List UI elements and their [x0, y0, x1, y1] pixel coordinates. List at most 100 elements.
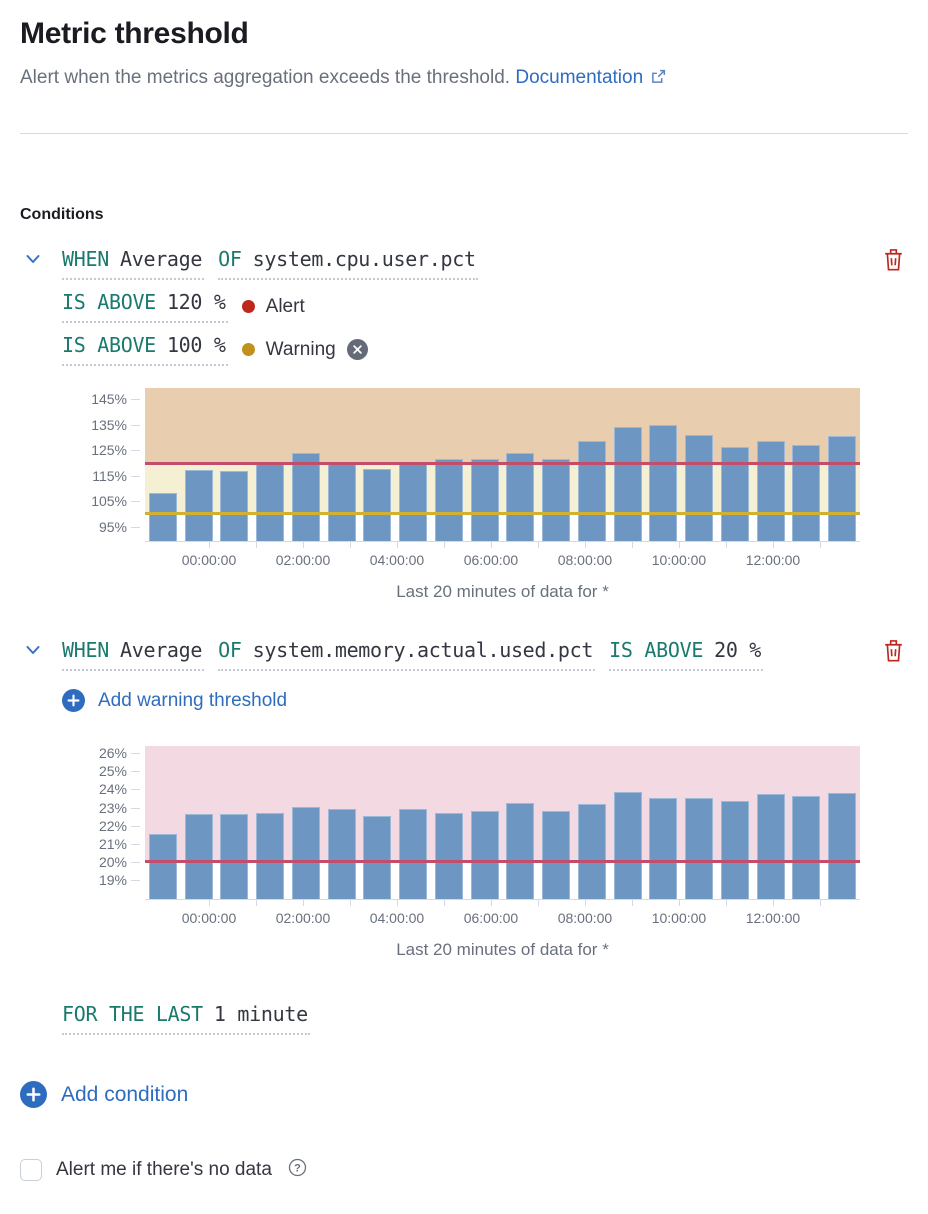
add-condition-button[interactable]: Add condition: [20, 1081, 188, 1108]
chart-bar: [649, 424, 678, 541]
warning-zone-band: [145, 462, 860, 514]
chevron-down-icon[interactable]: [20, 641, 46, 662]
metric-threshold-panel: Metric threshold Alert when the metrics …: [20, 17, 908, 1182]
x-axis-label: 08:00:00: [557, 910, 613, 926]
aggregation-value: Average: [119, 638, 203, 662]
chart-bar: [434, 812, 463, 899]
chart-bar: [792, 795, 821, 899]
remove-warning-button[interactable]: [346, 339, 368, 360]
alert-threshold-expression[interactable]: IS ABOVE 120 %: [62, 290, 228, 323]
y-axis-label: 20%: [98, 853, 127, 870]
y-axis-tick: [131, 771, 140, 773]
x-axis-tick: [772, 542, 774, 548]
x-axis-label: 02:00:00: [275, 910, 331, 926]
chart-bar: [542, 810, 571, 899]
y-axis-label: 135%: [91, 416, 127, 433]
x-axis-label: 04:00:00: [369, 552, 425, 568]
x-axis-tick: [678, 900, 680, 906]
metric-value: system.memory.actual.used.pct: [252, 638, 594, 662]
y-axis-tick: [131, 825, 140, 827]
x-axis-tick: [819, 542, 821, 548]
chart-x-axis: 00:00:00 02:00:00 04:00:00 06:00:00 08:00:00…: [145, 900, 860, 928]
delete-condition-button[interactable]: [879, 639, 908, 665]
chart-bar: [470, 810, 499, 899]
metric-expression[interactable]: OF system.memory.actual.used.pct: [218, 638, 596, 671]
y-axis-tick: [131, 526, 140, 528]
page-title: Metric threshold: [20, 17, 249, 50]
y-axis-tick: [131, 399, 140, 401]
no-data-row: Alert me if there's no data ?: [20, 1158, 908, 1182]
chevron-down-icon[interactable]: [20, 250, 46, 271]
chart-bar: [828, 792, 857, 899]
time-window-value: 1 minute: [213, 1002, 308, 1026]
x-axis-tick: [772, 900, 774, 906]
alert-threshold-value: 120 %: [166, 290, 226, 314]
x-axis-label: 06:00:00: [463, 552, 519, 568]
no-data-checkbox-label[interactable]: Alert me if there's no data: [56, 1159, 272, 1180]
add-warning-threshold-button[interactable]: Add warning threshold: [62, 689, 287, 712]
x-axis-tick: [537, 900, 539, 906]
is-above-keyword: IS ABOVE: [62, 333, 156, 357]
x-axis-tick: [584, 900, 586, 906]
x-axis-tick: [819, 900, 821, 906]
x-axis-tick: [490, 900, 492, 906]
help-question-icon[interactable]: ?: [288, 1158, 307, 1182]
chart-bar: [327, 462, 356, 541]
page-subtitle: Alert when the metrics aggregation excee…: [20, 65, 908, 93]
chart-bar: [756, 793, 785, 899]
metric-expression[interactable]: OF system.cpu.user.pct: [218, 247, 478, 280]
warning-severity-dot: [241, 343, 255, 356]
when-keyword: WHEN: [62, 247, 109, 271]
y-axis-label: 125%: [91, 442, 127, 459]
x-axis-tick: [255, 900, 257, 906]
external-link-icon: [650, 67, 667, 93]
chart-bar: [291, 452, 320, 541]
chart-bar: [148, 492, 177, 541]
x-axis-tick: [725, 542, 727, 548]
alert-severity-label: Alert: [265, 295, 305, 317]
alert-zone-band: [145, 746, 860, 862]
y-axis-tick: [131, 450, 140, 452]
of-keyword: OF: [218, 247, 242, 271]
warning-threshold-expression[interactable]: IS ABOVE 100 %: [62, 333, 228, 366]
x-axis-label: 00:00:00: [181, 552, 237, 568]
chart-bar: [685, 434, 714, 541]
documentation-link[interactable]: Documentation: [515, 67, 667, 88]
conditions-section-label: Conditions: [20, 206, 104, 223]
svg-text:?: ?: [294, 1162, 301, 1174]
y-axis-label: 21%: [98, 835, 127, 852]
x-axis-tick: [208, 900, 210, 906]
chart-caption: Last 20 minutes of data for *: [396, 940, 609, 959]
section-divider: [20, 133, 908, 134]
y-axis-label: 26%: [98, 745, 127, 762]
subtitle-text: Alert when the metrics aggregation excee…: [20, 67, 511, 88]
chart-bar: [399, 809, 428, 899]
chart-bar: [184, 470, 213, 541]
chart-bar: [506, 452, 535, 541]
x-axis-tick: [443, 542, 445, 548]
y-axis-tick: [131, 861, 140, 863]
warning-threshold-row: IS ABOVE 100 % Warning: [62, 333, 908, 366]
alert-threshold-line: [145, 860, 860, 864]
aggregation-expression[interactable]: WHEN Average: [62, 247, 205, 280]
y-axis-tick: [131, 880, 140, 882]
chart-bar: [399, 463, 428, 541]
chart-bar: [291, 807, 320, 899]
chart-bar: [256, 462, 285, 541]
aggregation-expression[interactable]: WHEN Average: [62, 638, 205, 671]
chart-bar: [756, 441, 785, 541]
chart-bar: [720, 800, 749, 899]
delete-condition-button[interactable]: [879, 248, 908, 274]
chart-bar: [220, 814, 249, 899]
chart-bar: [613, 427, 642, 541]
add-condition-label: Add condition: [61, 1082, 189, 1106]
chart-bar: [470, 458, 499, 541]
time-window-expression[interactable]: FOR THE LAST 1 minute: [62, 1002, 310, 1035]
no-data-checkbox[interactable]: [20, 1159, 42, 1181]
x-axis-tick: [255, 542, 257, 548]
x-axis-tick: [208, 542, 210, 548]
memory-threshold-expression[interactable]: IS ABOVE 20 %: [609, 638, 764, 671]
x-axis-tick: [678, 542, 680, 548]
y-axis-label: 23%: [98, 799, 127, 816]
y-axis-tick: [131, 501, 140, 503]
